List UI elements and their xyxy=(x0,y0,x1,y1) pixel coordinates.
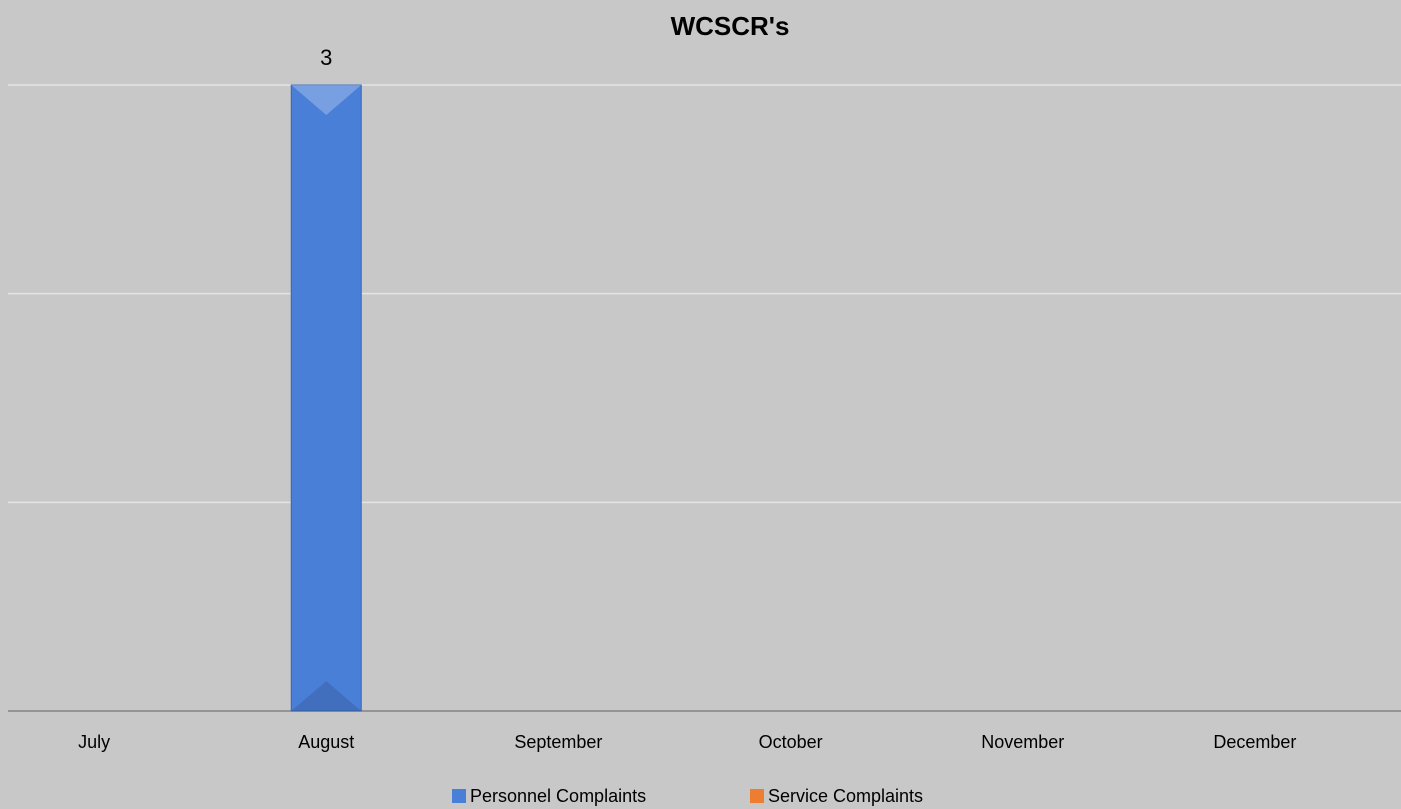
x-tick-label: December xyxy=(1213,732,1296,752)
x-tick-label: July xyxy=(78,732,110,752)
bar-bevel xyxy=(291,85,362,115)
bar xyxy=(290,84,362,712)
legend-swatch xyxy=(452,789,466,803)
x-tick-label: August xyxy=(298,732,354,752)
bar-bevel xyxy=(291,681,362,711)
legend-label: Service Complaints xyxy=(768,786,923,806)
legend-label: Personnel Complaints xyxy=(470,786,646,806)
data-label: 3 xyxy=(320,45,332,70)
x-tick-label: October xyxy=(759,732,823,752)
x-tick-label: September xyxy=(514,732,602,752)
legend-swatch xyxy=(750,789,764,803)
x-tick-label: November xyxy=(981,732,1064,752)
chart-title: WCSCR's xyxy=(671,11,790,41)
